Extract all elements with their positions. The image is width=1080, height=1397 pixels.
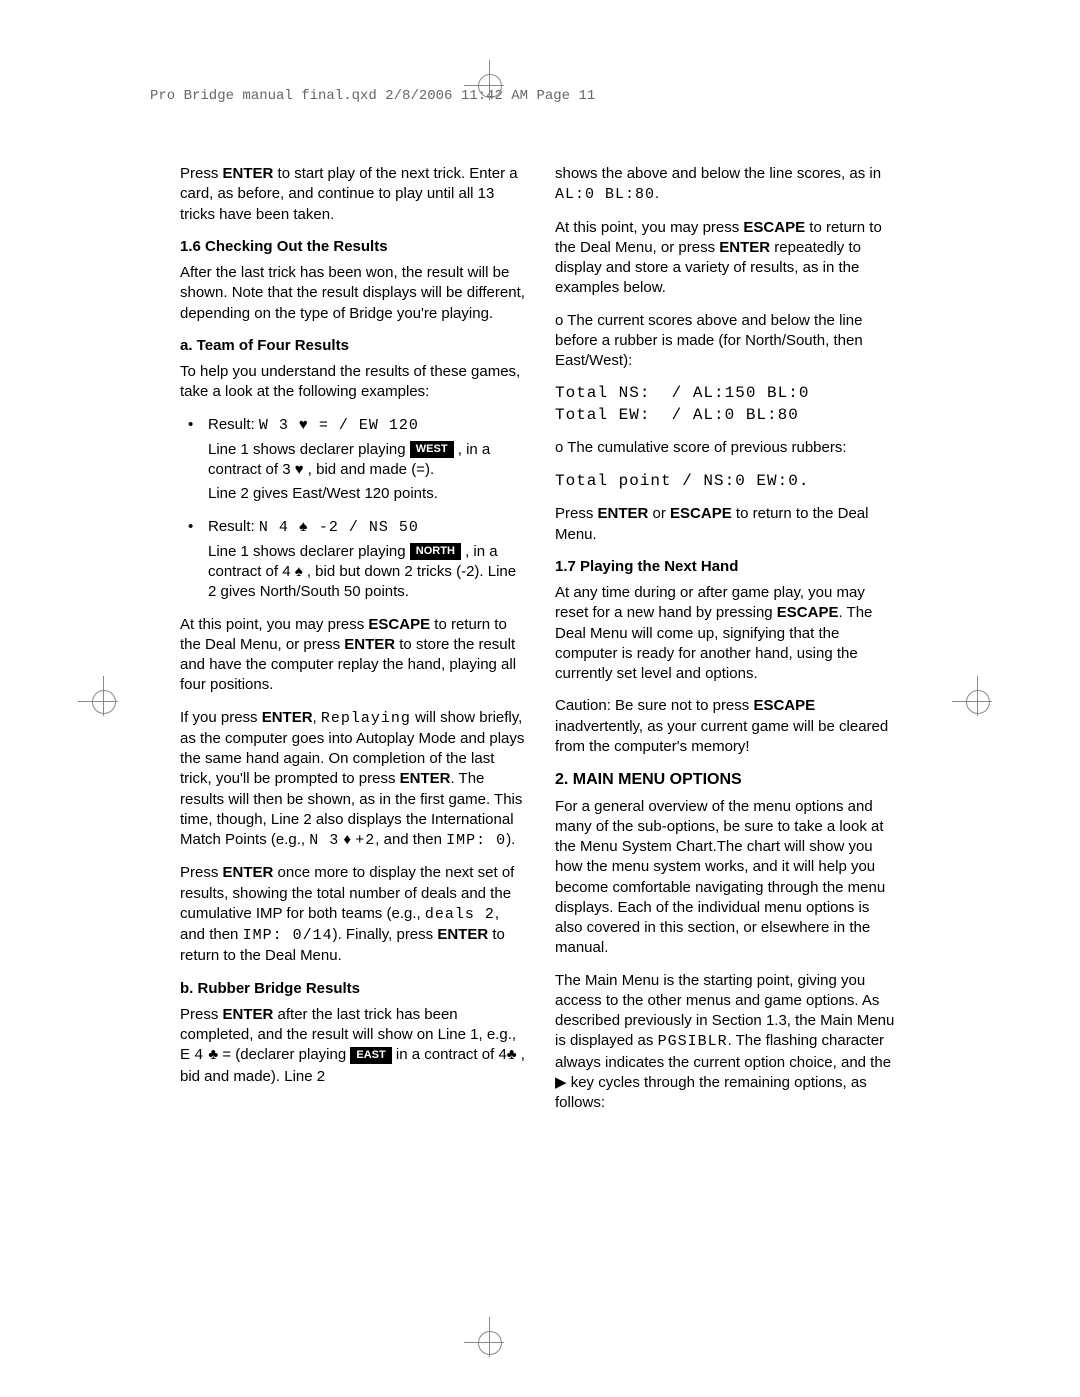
crop-mark-bottom <box>474 1327 504 1357</box>
scores-paragraph: shows the above and below the line score… <box>555 164 900 206</box>
rubber-title: b. Rubber Bridge Results <box>180 979 525 999</box>
examples-list: Result: W 3 ♥ = / EW 120 Line 1 shows de… <box>180 415 525 603</box>
north-badge: NORTH <box>410 543 461 560</box>
list-item: Result: W 3 ♥ = / EW 120 Line 1 shows de… <box>180 415 525 505</box>
section-1-7-text: At any time during or after game play, y… <box>555 583 900 684</box>
lcd-result-2: N 4 ♠ -2 / NS 50 <box>259 519 419 536</box>
crop-mark-left <box>88 686 118 716</box>
replay-paragraph: If you press ENTER, Replaying will show … <box>180 708 525 852</box>
enter-key: ENTER <box>223 165 274 182</box>
section-2-title: 2. MAIN MENU OPTIONS <box>555 769 900 791</box>
crop-mark-top <box>474 70 504 100</box>
section-1-6-text: After the last trick has been won, the r… <box>180 263 525 324</box>
team-results-text: To help you understand the results of th… <box>180 362 525 403</box>
return-paragraph: Press ENTER or ESCAPE to return to the D… <box>555 504 900 545</box>
page-header: Pro Bridge manual final.qxd 2/8/2006 11:… <box>150 88 595 104</box>
east-badge: EAST <box>350 1047 391 1064</box>
intro-paragraph: Press ENTER to start play of the next tr… <box>180 164 525 225</box>
left-column: Press ENTER to start play of the next tr… <box>180 164 525 1125</box>
escape-enter-paragraph: At this point, you may press ESCAPE to r… <box>555 218 900 299</box>
right-column: shows the above and below the line score… <box>555 164 900 1125</box>
page-content: Press ENTER to start play of the next tr… <box>180 164 900 1125</box>
section-1-6-title: 1.6 Checking Out the Results <box>180 237 525 257</box>
more-results-paragraph: Press ENTER once more to display the nex… <box>180 863 525 966</box>
section-2-p1: For a general overview of the menu optio… <box>555 797 900 959</box>
caution-paragraph: Caution: Be sure not to press ESCAPE ina… <box>555 696 900 757</box>
lcd-totals-block: Total NS: / AL:150 BL:0 Total EW: / AL:0… <box>555 383 900 426</box>
escape-paragraph: At this point, you may press ESCAPE to r… <box>180 615 525 696</box>
west-badge: WEST <box>410 441 454 458</box>
section-2-p2: The Main Menu is the starting point, giv… <box>555 971 900 1114</box>
list-item: Result: N 4 ♠ -2 / NS 50 Line 1 shows de… <box>180 517 525 603</box>
section-1-7-title: 1.7 Playing the Next Hand <box>555 557 900 577</box>
crop-mark-right <box>962 686 992 716</box>
cumulative-intro: o The cumulative score of previous rubbe… <box>555 438 900 458</box>
lcd-result-1: W 3 ♥ = / EW 120 <box>259 417 419 434</box>
scores-intro: o The current scores above and below the… <box>555 311 900 372</box>
team-results-title: a. Team of Four Results <box>180 336 525 356</box>
lcd-point-block: Total point / NS:0 EW:0. <box>555 471 900 493</box>
rubber-paragraph: Press ENTER after the last trick has bee… <box>180 1005 525 1087</box>
